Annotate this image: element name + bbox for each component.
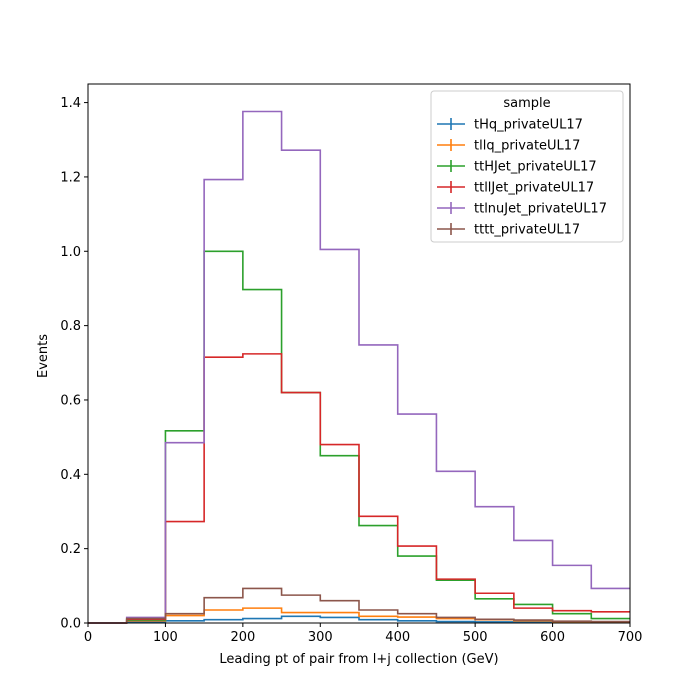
legend-entry: ttllJet_privateUL17 bbox=[437, 181, 594, 196]
x-tick-label: 200 bbox=[230, 630, 255, 645]
y-tick-label: 0.0 bbox=[60, 617, 81, 632]
y-tick-label: 1.2 bbox=[60, 170, 81, 185]
x-axis-ticks: 0 100 200 300 400 500 600 700 bbox=[84, 623, 643, 645]
legend-label: ttHJet_privateUL17 bbox=[474, 160, 597, 175]
x-axis-label: Leading pt of pair from l+j collection (… bbox=[219, 652, 498, 667]
x-tick-label: 700 bbox=[618, 630, 643, 645]
legend-label: tllq_privateUL17 bbox=[474, 139, 580, 154]
y-tick-label: 0.2 bbox=[60, 542, 81, 557]
legend-title: sample bbox=[503, 96, 550, 111]
x-tick-label: 500 bbox=[463, 630, 488, 645]
y-tick-label: 0.6 bbox=[60, 393, 81, 408]
legend-label: ttlnuJet_privateUL17 bbox=[474, 202, 607, 217]
legend-entries: tHq_privateUL17 tllq_privateUL17 ttHJet_pr… bbox=[437, 118, 607, 238]
legend-entry: ttHJet_privateUL17 bbox=[437, 160, 597, 175]
series-line-3 bbox=[88, 353, 630, 624]
series-line-4 bbox=[88, 110, 630, 624]
x-tick-label: 100 bbox=[153, 630, 178, 645]
plot-frame bbox=[87, 83, 631, 624]
x-tick-label: 400 bbox=[385, 630, 410, 645]
legend-entry: tttt_privateUL17 bbox=[437, 223, 580, 238]
y-axis-label: Events bbox=[36, 334, 51, 378]
x-tick-label: 300 bbox=[308, 630, 333, 645]
legend-label: ttllJet_privateUL17 bbox=[474, 181, 594, 196]
y-tick-label: 0.8 bbox=[60, 319, 81, 334]
legend-frame bbox=[430, 90, 624, 243]
legend-label: tttt_privateUL17 bbox=[474, 223, 580, 238]
legend-entry: ttlnuJet_privateUL17 bbox=[437, 202, 607, 217]
y-tick-label: 0.4 bbox=[60, 468, 81, 483]
x-tick-label: 600 bbox=[540, 630, 565, 645]
series-line-5 bbox=[88, 587, 630, 624]
legend-entry: tHq_privateUL17 bbox=[437, 118, 583, 133]
series-line-0 bbox=[88, 615, 630, 624]
legend-entry: tllq_privateUL17 bbox=[437, 139, 580, 154]
series-layer bbox=[88, 110, 630, 624]
y-axis-ticks: 0.0 0.2 0.4 0.6 0.8 1.0 1.2 1.4 bbox=[60, 96, 88, 632]
legend: sample tHq_privateUL17 tllq_privateUL17tt… bbox=[430, 90, 624, 243]
y-tick-label: 1.0 bbox=[60, 245, 81, 260]
x-tick-label: 0 bbox=[84, 630, 92, 645]
y-tick-label: 1.4 bbox=[60, 96, 81, 111]
legend-label: tHq_privateUL17 bbox=[474, 118, 583, 133]
